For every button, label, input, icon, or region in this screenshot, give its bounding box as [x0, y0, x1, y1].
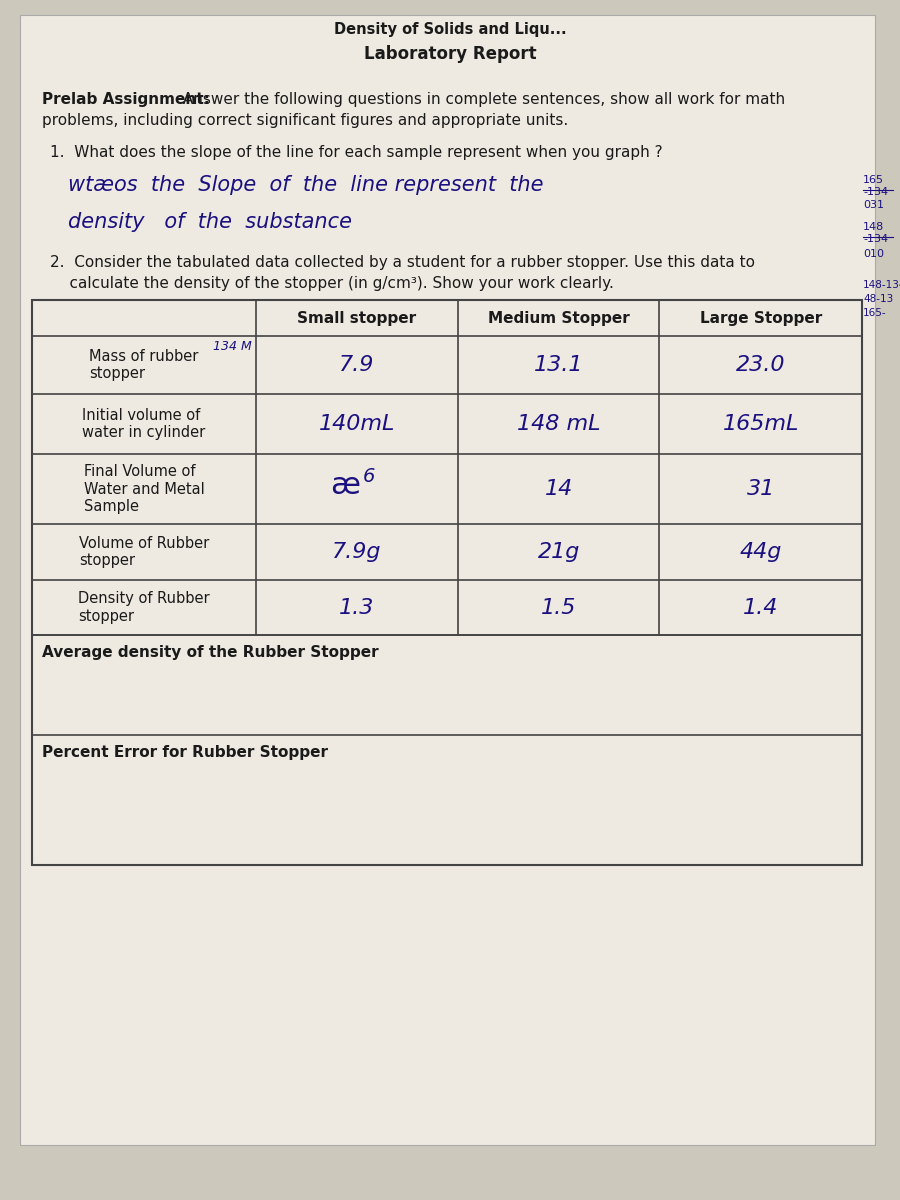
Text: 1.4: 1.4	[743, 598, 778, 618]
Text: Density of Rubber
stopper: Density of Rubber stopper	[78, 592, 210, 624]
Text: problems, including correct significant figures and appropriate units.: problems, including correct significant …	[42, 113, 568, 128]
Text: 148-134: 148-134	[863, 280, 900, 290]
Text: Prelab Assignment:: Prelab Assignment:	[42, 92, 210, 107]
Text: 1.5: 1.5	[541, 598, 576, 618]
Text: 165-: 165-	[863, 308, 886, 318]
Text: wtæos  the  Slope  of  the  line represent  the: wtæos the Slope of the line represent th…	[68, 175, 544, 194]
Text: 48-13: 48-13	[863, 294, 893, 304]
Text: 7.9: 7.9	[339, 355, 374, 374]
Text: Volume of Rubber
stopper: Volume of Rubber stopper	[79, 535, 209, 569]
Text: 031: 031	[863, 200, 884, 210]
Text: æ: æ	[330, 472, 360, 500]
Text: Mass of rubber
stopper: Mass of rubber stopper	[89, 349, 199, 382]
Text: Initial volume of
water in cylinder: Initial volume of water in cylinder	[83, 408, 206, 440]
Text: 148: 148	[863, 222, 884, 232]
Text: Answer the following questions in complete sentences, show all work for math: Answer the following questions in comple…	[178, 92, 785, 107]
Text: 148 mL: 148 mL	[517, 414, 600, 434]
Text: 21g: 21g	[537, 542, 580, 562]
Text: 140mL: 140mL	[319, 414, 395, 434]
Text: 7.9g: 7.9g	[332, 542, 382, 562]
Text: 1.3: 1.3	[339, 598, 374, 618]
Text: calculate the density of the stopper (in g/cm³). Show your work clearly.: calculate the density of the stopper (in…	[50, 276, 614, 290]
Text: 23.0: 23.0	[736, 355, 786, 374]
Text: density   of  the  substance: density of the substance	[68, 212, 352, 232]
Text: 6: 6	[363, 468, 375, 486]
Text: Small stopper: Small stopper	[297, 311, 417, 325]
Text: 13.1: 13.1	[534, 355, 583, 374]
Text: 165: 165	[863, 175, 884, 185]
Bar	[32, 300, 862, 865]
Text: Medium Stopper: Medium Stopper	[488, 311, 629, 325]
Text: 44g: 44g	[740, 542, 782, 562]
Text: 1.  What does the slope of the line for each sample represent when you graph ?: 1. What does the slope of the line for e…	[50, 145, 662, 160]
Text: 134 M: 134 M	[213, 340, 252, 353]
Text: Percent Error for Rubber Stopper: Percent Error for Rubber Stopper	[42, 745, 328, 760]
Text: 14: 14	[544, 479, 572, 499]
Text: 31: 31	[747, 479, 775, 499]
Text: 2.  Consider the tabulated data collected by a student for a rubber stopper. Use: 2. Consider the tabulated data collected…	[50, 254, 755, 270]
Text: 010: 010	[863, 248, 884, 259]
Text: -134: -134	[863, 187, 888, 197]
Text: -134: -134	[863, 234, 888, 244]
Text: Laboratory Report: Laboratory Report	[364, 44, 536, 62]
Text: Final Volume of
Water and Metal
Sample: Final Volume of Water and Metal Sample	[84, 464, 204, 514]
Text: Density of Solids and Liqu...: Density of Solids and Liqu...	[334, 22, 566, 37]
Text: Average density of the Rubber Stopper: Average density of the Rubber Stopper	[42, 646, 379, 660]
Text: Large Stopper: Large Stopper	[699, 311, 822, 325]
Text: 165mL: 165mL	[723, 414, 799, 434]
